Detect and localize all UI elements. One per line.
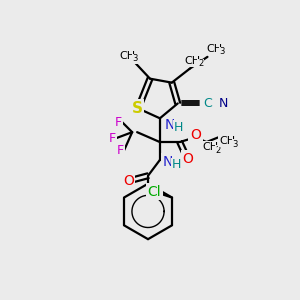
Text: F: F <box>109 132 116 145</box>
Text: CH: CH <box>202 142 218 152</box>
Text: F: F <box>115 116 122 129</box>
Text: Cl: Cl <box>147 184 161 199</box>
Text: CH: CH <box>184 56 201 66</box>
Text: O: O <box>190 128 201 142</box>
Text: N: N <box>163 155 173 169</box>
Text: O: O <box>182 152 193 166</box>
Text: C: C <box>203 97 212 110</box>
Text: CH: CH <box>219 136 235 146</box>
Text: H: H <box>174 121 183 134</box>
Text: 2: 2 <box>216 146 221 154</box>
Text: N: N <box>219 97 228 110</box>
Text: H: H <box>172 158 182 171</box>
Text: CH: CH <box>206 44 223 54</box>
Text: O: O <box>123 174 134 188</box>
Text: 3: 3 <box>133 54 138 63</box>
Text: F: F <box>117 143 124 157</box>
Text: 2: 2 <box>198 59 203 68</box>
Text: 3: 3 <box>232 140 238 148</box>
Text: S: S <box>132 101 142 116</box>
Text: 3: 3 <box>220 47 225 56</box>
Text: N: N <box>165 118 175 132</box>
Text: CH: CH <box>119 51 135 61</box>
